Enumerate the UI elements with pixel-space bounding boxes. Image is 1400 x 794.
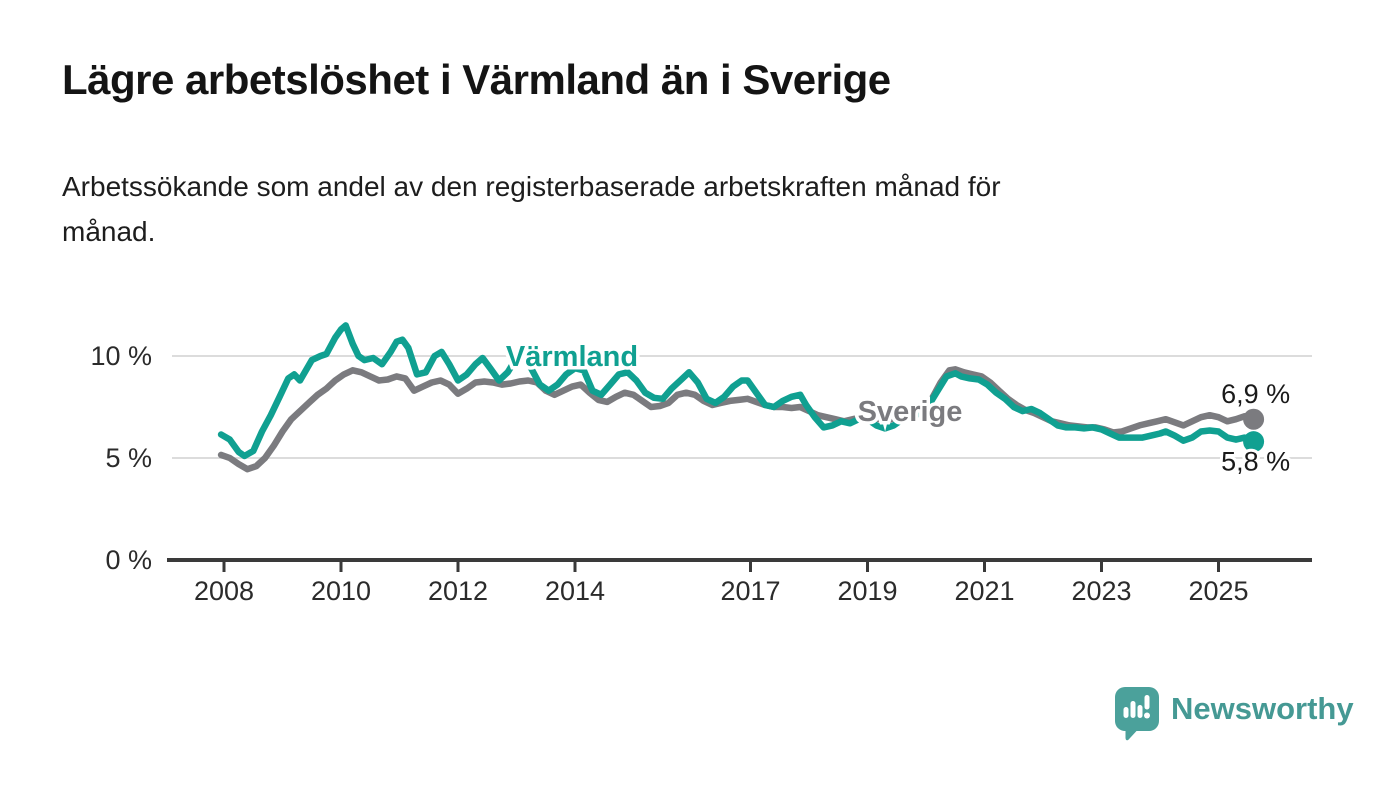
- logo-exclamation-dot: [1144, 712, 1150, 719]
- varmland-end-dot: [1243, 431, 1265, 453]
- y-tick-label-10pct: 10 %: [90, 341, 152, 371]
- varmland-series-label: Värmland: [506, 341, 638, 373]
- x-tick-label-2014: 2014: [545, 576, 605, 606]
- logo-bar-3: [1137, 705, 1143, 718]
- x-tick-label-2012: 2012: [428, 576, 488, 606]
- x-tick-label-2017: 2017: [720, 576, 780, 606]
- page-title: Lägre arbetslöshet i Värmland än i Sveri…: [62, 56, 891, 103]
- chart-subtitle: Arbetssökande som andel av den registerb…: [62, 164, 1001, 254]
- subtitle-line-1: Arbetssökande som andel av den registerb…: [62, 171, 1001, 202]
- logo-bar-2: [1130, 701, 1136, 718]
- varmland-end-value-label: 5,8 %: [1221, 447, 1290, 477]
- x-tick-label-2010: 2010: [311, 576, 371, 606]
- newsworthy-logo: Newsworthy: [1114, 686, 1354, 742]
- logo-exclamation-bar: [1144, 695, 1150, 710]
- logo-bar-1: [1123, 707, 1129, 718]
- sverige-end-dot: [1243, 408, 1265, 430]
- bar-chart-speech-bubble-icon: [1115, 687, 1159, 741]
- newsworthy-logo-text: Newsworthy: [1171, 691, 1354, 726]
- y-tick-label-5pct: 5 %: [105, 443, 152, 473]
- y-tick-label-0pct: 0 %: [105, 545, 152, 575]
- x-tick-label-2023: 2023: [1071, 576, 1131, 606]
- sverige-series-label: Sverige: [858, 396, 963, 428]
- subtitle-line-2: månad.: [62, 216, 156, 247]
- x-tick-label-2008: 2008: [194, 576, 254, 606]
- x-tick-label-2025: 2025: [1188, 576, 1248, 606]
- x-tick-label-2021: 2021: [954, 576, 1014, 606]
- sverige-end-value-label: 6,9 %: [1221, 379, 1290, 409]
- varmland-line: [217, 322, 1257, 460]
- x-tick-label-2019: 2019: [837, 576, 897, 606]
